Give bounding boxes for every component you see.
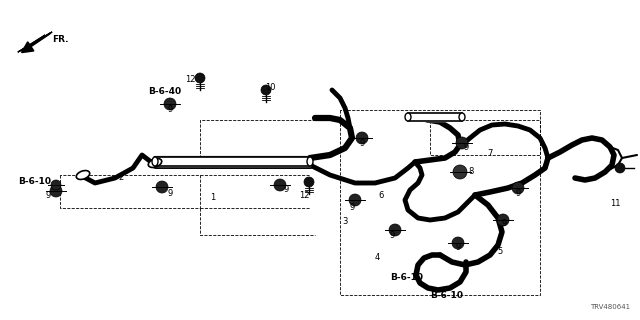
- Text: B-6-40: B-6-40: [148, 87, 181, 97]
- Circle shape: [389, 224, 401, 236]
- Text: 9: 9: [516, 189, 521, 198]
- Text: 9: 9: [167, 188, 172, 197]
- Text: B-6-10: B-6-10: [18, 178, 51, 187]
- Circle shape: [156, 181, 168, 193]
- Text: 6: 6: [378, 190, 383, 199]
- Text: 4: 4: [375, 253, 380, 262]
- Text: 12: 12: [299, 190, 310, 199]
- Text: 10: 10: [265, 84, 275, 92]
- Circle shape: [195, 73, 205, 83]
- Circle shape: [497, 214, 509, 226]
- Circle shape: [50, 185, 62, 197]
- Circle shape: [164, 98, 176, 110]
- Text: 9: 9: [46, 190, 51, 199]
- Circle shape: [51, 180, 61, 190]
- Text: 3: 3: [342, 218, 348, 227]
- Ellipse shape: [405, 113, 411, 121]
- Circle shape: [261, 85, 271, 95]
- Text: 8: 8: [468, 167, 474, 177]
- Circle shape: [274, 179, 286, 191]
- Text: FR.: FR.: [52, 36, 68, 44]
- Text: 9: 9: [350, 203, 355, 212]
- Text: 12: 12: [185, 76, 195, 84]
- Ellipse shape: [307, 157, 313, 166]
- Circle shape: [615, 163, 625, 173]
- Circle shape: [512, 182, 524, 194]
- Text: 9: 9: [501, 220, 506, 228]
- Text: 9: 9: [168, 106, 173, 115]
- Circle shape: [456, 137, 468, 149]
- Text: 1: 1: [210, 194, 215, 203]
- Text: B-6-10: B-6-10: [430, 291, 463, 300]
- Text: 9: 9: [389, 231, 394, 241]
- Ellipse shape: [459, 113, 465, 121]
- Text: 9: 9: [463, 143, 468, 153]
- Text: 7: 7: [487, 148, 492, 157]
- Text: 9: 9: [456, 243, 461, 252]
- Circle shape: [304, 177, 314, 187]
- Text: 9: 9: [284, 186, 289, 195]
- Circle shape: [349, 194, 361, 206]
- Text: B-6-10: B-6-10: [390, 274, 423, 283]
- Circle shape: [452, 237, 464, 249]
- Ellipse shape: [152, 157, 158, 166]
- Text: 5: 5: [497, 247, 502, 257]
- Text: 9: 9: [360, 139, 365, 148]
- Circle shape: [356, 132, 368, 144]
- Text: TRV480641: TRV480641: [590, 304, 630, 310]
- Circle shape: [453, 165, 467, 179]
- Polygon shape: [18, 32, 52, 52]
- Ellipse shape: [148, 158, 162, 167]
- Ellipse shape: [76, 171, 90, 180]
- Text: 2: 2: [118, 173, 124, 182]
- Text: 11: 11: [610, 199, 621, 209]
